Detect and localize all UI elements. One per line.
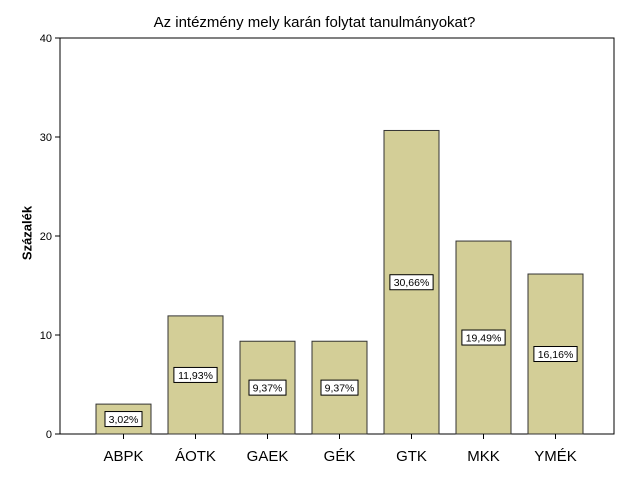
y-tick-label: 40 [40, 33, 52, 45]
data-label: 16,16% [538, 349, 574, 361]
data-label: 30,66% [394, 277, 430, 289]
x-tick-label: GTK [396, 448, 427, 465]
data-label-box [173, 366, 218, 383]
data-label-box [389, 274, 434, 291]
data-label-box [248, 379, 287, 396]
x-tick-label: GAEK [247, 448, 289, 465]
data-label-box [104, 411, 143, 428]
data-label-box [533, 346, 578, 363]
x-tick-label: GÉK [324, 448, 356, 465]
data-label: 9,37% [253, 383, 283, 395]
y-tick-label: 30 [40, 132, 52, 144]
data-label: 19,49% [466, 333, 502, 345]
chart-title: Az intézmény mely karán folytat tanulmán… [153, 14, 476, 31]
x-tick-label: ÁOTK [175, 448, 216, 465]
y-tick-label: 0 [46, 429, 52, 441]
data-label-box [461, 329, 506, 346]
x-tick-label: YMÉK [534, 448, 577, 465]
data-label: 9,37% [325, 383, 355, 395]
x-tick-label: ABPK [103, 448, 143, 465]
y-tick-label: 20 [40, 231, 52, 243]
data-label-box [320, 379, 359, 396]
data-label: 3,02% [109, 414, 139, 426]
data-label: 11,93% [178, 370, 213, 382]
y-tick-label: 10 [40, 330, 52, 342]
x-tick-label: MKK [467, 448, 500, 465]
